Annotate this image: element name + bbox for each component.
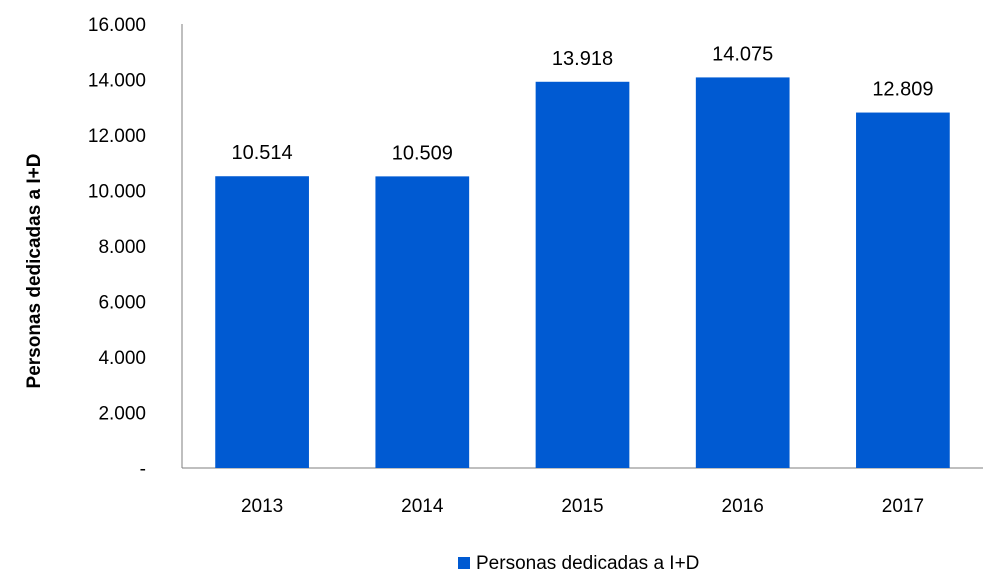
x-tick-label: 2015	[561, 496, 603, 517]
x-tick-label: 2017	[882, 496, 924, 517]
y-tick-label: 6.000	[98, 293, 146, 314]
y-tick-label: -	[140, 459, 146, 480]
bar	[535, 81, 630, 468]
bar	[695, 77, 790, 468]
bar	[375, 176, 470, 468]
bar	[215, 176, 309, 468]
x-tick-label: 2013	[241, 496, 283, 517]
bar	[856, 112, 950, 469]
y-tick-label: 16.000	[88, 15, 146, 36]
data-label: 13.918	[552, 48, 613, 70]
legend-swatch	[458, 557, 470, 569]
y-tick-label: 14.000	[88, 71, 146, 92]
x-tick-label: 2014	[401, 496, 444, 517]
y-tick-label: 10.000	[88, 182, 146, 203]
x-tick-label: 2016	[722, 496, 764, 517]
y-tick-label: 2.000	[98, 404, 146, 425]
y-axis-title: Personas dedicadas a I+D	[24, 154, 45, 389]
data-label: 10.514	[232, 142, 293, 164]
data-label: 12.809	[872, 79, 933, 101]
legend-label: Personas dedicadas a I+D	[476, 553, 699, 573]
legend: Personas dedicadas a I+D	[458, 553, 699, 573]
y-tick-label: 8.000	[98, 237, 146, 258]
y-tick-label: 12.000	[88, 126, 146, 147]
data-label: 14.075	[712, 43, 773, 65]
data-label: 10.509	[392, 142, 453, 164]
y-tick-label: 4.000	[98, 348, 146, 369]
